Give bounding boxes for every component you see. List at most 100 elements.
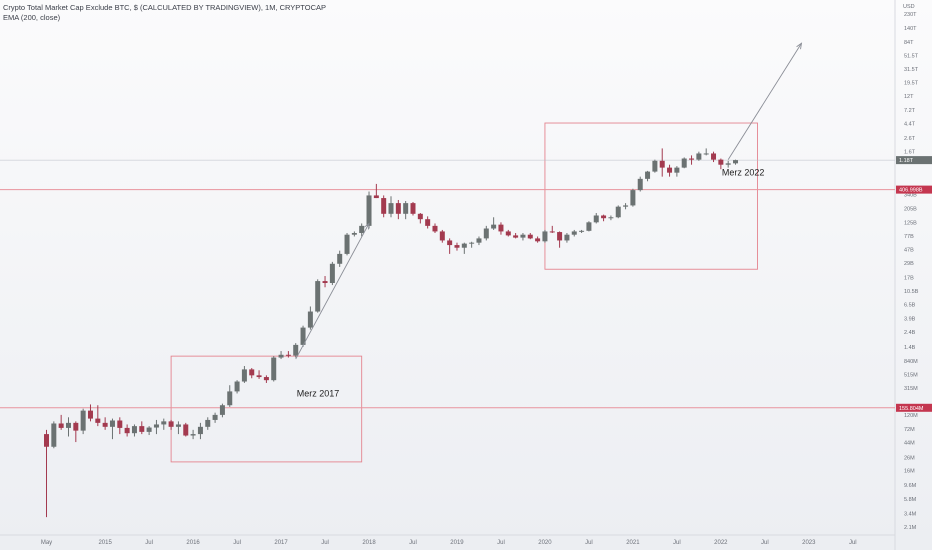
candle-down[interactable] [667,167,673,173]
candle-up[interactable] [586,222,592,231]
candle-up[interactable] [725,163,731,165]
chart-annotation-text[interactable]: Merz 2017 [297,388,340,398]
trend-arrow[interactable] [295,223,370,360]
candle-up[interactable] [681,158,687,168]
candle-up[interactable] [329,263,335,283]
candle-up[interactable] [278,354,284,358]
trend-arrow[interactable] [727,43,802,160]
candle-down[interactable] [601,215,607,219]
range-box[interactable] [544,122,758,270]
candle-down[interactable] [124,427,130,434]
candle-up[interactable] [579,230,585,232]
candle-up[interactable] [652,160,658,172]
candle-up[interactable] [615,206,621,218]
candle-down[interactable] [183,424,189,436]
candle-up[interactable] [469,242,475,244]
candle-up[interactable] [131,426,137,434]
candle-up[interactable] [461,243,467,248]
candle-up[interactable] [51,423,57,447]
candle-up[interactable] [212,414,218,420]
candle-up[interactable] [315,281,321,312]
candle-down[interactable] [58,423,64,428]
candle-down[interactable] [395,203,401,214]
candle-down[interactable] [410,203,416,214]
candle-up[interactable] [593,215,599,223]
candle-up[interactable] [80,410,86,431]
candle-down[interactable] [527,234,533,239]
candle-down[interactable] [659,160,665,168]
candle-up[interactable] [645,171,651,179]
candle-down[interactable] [381,198,387,214]
candle-up[interactable] [161,421,167,425]
candle-down[interactable] [87,410,93,419]
candle-down[interactable] [439,231,445,241]
candle-up[interactable] [65,422,71,428]
candle-down[interactable] [718,159,724,165]
candle-up[interactable] [153,424,159,428]
candle-down[interactable] [454,245,460,248]
candle-up[interactable] [344,234,350,254]
candle-down[interactable] [417,213,423,220]
candle-up[interactable] [197,426,203,435]
candle-up[interactable] [637,178,643,191]
candle-down[interactable] [432,225,438,232]
candle-down[interactable] [249,369,255,376]
candle-down[interactable] [73,422,79,431]
candle-up[interactable] [227,391,233,406]
candle-up[interactable] [175,424,181,427]
candle-down[interactable] [139,426,145,432]
range-box[interactable] [170,355,363,463]
candle-down[interactable] [513,235,519,238]
candle-down[interactable] [256,375,262,378]
candle-up[interactable] [190,434,196,436]
candle-up[interactable] [733,160,739,164]
candle-up[interactable] [388,203,394,214]
candle-up[interactable] [205,419,211,427]
candle-down[interactable] [263,377,269,381]
candle-down[interactable] [498,224,504,232]
candle-up[interactable] [307,311,313,328]
candle-up[interactable] [241,369,247,382]
candle-down[interactable] [373,195,379,199]
candle-down[interactable] [285,354,291,356]
candle-up[interactable] [351,233,357,235]
candle-up[interactable] [571,231,577,235]
candle-down[interactable] [322,281,328,283]
candle-down[interactable] [425,219,431,226]
candle-down[interactable] [168,421,174,427]
candle-up[interactable] [359,225,365,234]
candle-up[interactable] [234,381,240,392]
candle-down[interactable] [689,158,695,160]
candle-up[interactable] [696,153,702,160]
candle-up[interactable] [674,167,680,173]
candle-up[interactable] [476,238,482,243]
candle-up[interactable] [564,234,570,241]
candle-up[interactable] [520,234,526,238]
candle-up[interactable] [293,344,299,356]
candle-up[interactable] [542,231,548,242]
candle-up[interactable] [623,205,629,207]
candle-up[interactable] [630,190,636,206]
candle-down[interactable] [102,422,108,427]
candle-up[interactable] [337,253,343,264]
candle-up[interactable] [608,217,614,219]
candle-up[interactable] [491,224,497,229]
candle-up[interactable] [366,195,372,226]
candle-up[interactable] [271,357,277,381]
candle-up[interactable] [146,427,152,432]
candle-down[interactable] [549,231,555,233]
candle-up[interactable] [403,203,409,214]
candle-down[interactable] [44,434,49,447]
candle-up[interactable] [219,405,225,415]
candle-down[interactable] [95,418,101,423]
candle-up[interactable] [483,228,489,239]
candle-up[interactable] [300,327,306,345]
candle-up[interactable] [109,420,115,427]
candle-up[interactable] [703,153,709,155]
candle-down[interactable] [535,238,541,242]
candle-down[interactable] [447,240,453,246]
candle-down[interactable] [117,420,123,428]
candle-down[interactable] [711,153,717,160]
